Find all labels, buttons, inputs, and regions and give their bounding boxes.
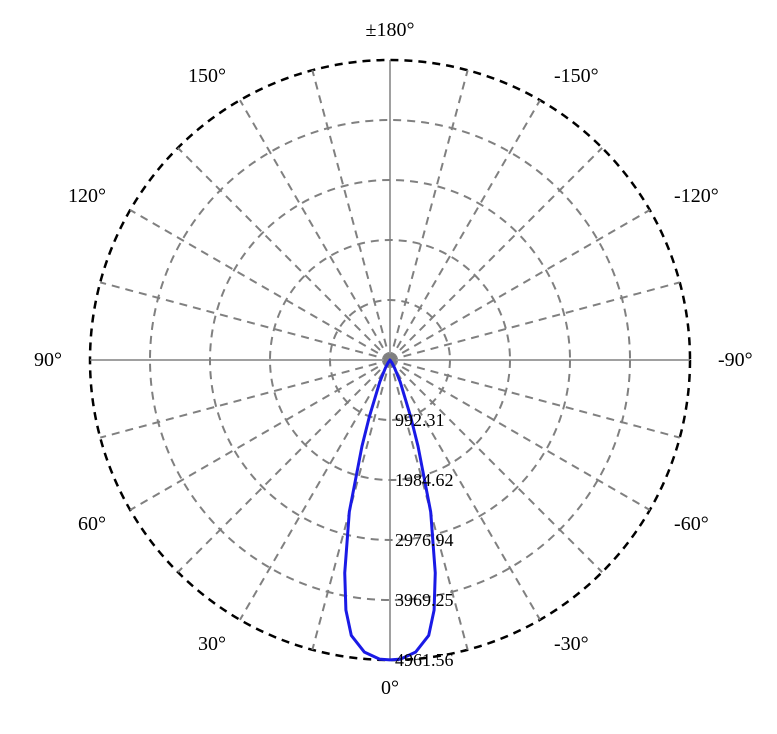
radial-tick-label: 1984.62	[395, 470, 454, 490]
angle-tick-label: 150°	[188, 65, 226, 87]
radial-tick-label: 992.31	[395, 410, 445, 430]
angle-tick-label: -120°	[674, 185, 719, 207]
grid-spoke	[100, 360, 390, 438]
angle-tick-label: -90°	[718, 349, 753, 371]
grid-spoke	[100, 282, 390, 360]
radial-tick-label: 4961.56	[395, 650, 454, 670]
grid-spoke	[390, 210, 650, 360]
grid-spoke	[312, 70, 390, 360]
radial-tick-label: 3969.25	[395, 590, 454, 610]
grid-spoke	[240, 360, 390, 620]
polar-chart: 992.31 1984.62 2976.94 3969.25 4961.56 0° 30°…	[0, 0, 777, 734]
grid-spoke	[390, 282, 680, 360]
angle-tick-label: 0°	[381, 677, 399, 699]
angle-tick-label-top: ±180°	[366, 19, 415, 41]
radial-tick-label: 2976.94	[395, 530, 454, 550]
angle-tick-label: 30°	[198, 633, 226, 655]
radial-tick-labels: 992.31 1984.62 2976.94 3969.25 4961.56	[395, 410, 454, 670]
grid-spoke	[390, 100, 540, 360]
grid-spoke	[240, 100, 390, 360]
angle-tick-label: 120°	[68, 185, 106, 207]
angle-tick-label: -60°	[674, 513, 709, 535]
grid-spoke	[390, 70, 468, 360]
angle-tick-label: 60°	[78, 513, 106, 535]
angle-tick-label: 90°	[34, 349, 62, 371]
angle-tick-label: -30°	[554, 633, 589, 655]
grid-spoke	[390, 148, 602, 360]
grid-spoke	[178, 148, 390, 360]
angle-tick-label: -150°	[554, 65, 599, 87]
grid-spoke	[130, 360, 390, 510]
grid-spoke	[130, 210, 390, 360]
